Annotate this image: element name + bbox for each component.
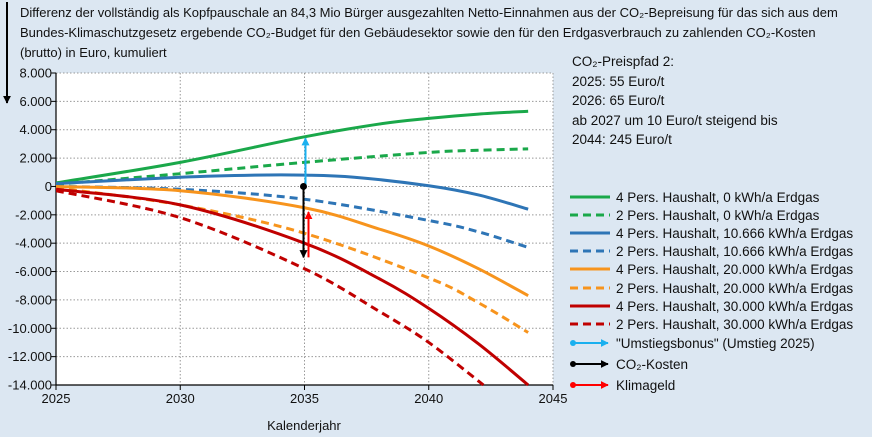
legend-marker <box>570 340 576 346</box>
y-tick-label: -2.000 <box>15 207 52 222</box>
price-path-note: CO₂-Preispfad 2: 2025: 55 Euro/t 2026: 6… <box>572 52 778 150</box>
legend-label: 2 Pers. Haushalt, 20.000 kWh/a Erdgas <box>616 281 853 296</box>
y-tick-label: -12.000 <box>8 349 52 364</box>
legend-marker <box>570 361 576 367</box>
legend-marker <box>570 382 576 388</box>
y-tick-label: -14.000 <box>8 378 52 393</box>
legend-label: CO₂-Kosten <box>616 357 688 372</box>
series-line <box>56 173 529 211</box>
price-path-line: 2026: 65 Euro/t <box>572 93 665 108</box>
x-tick-label: 2025 <box>42 391 71 406</box>
y-tick-label: -4.000 <box>15 236 52 251</box>
legend-label: 2 Pers. Haushalt, 30.000 kWh/a Erdgas <box>616 317 853 332</box>
y-tick-label: 0 <box>45 179 52 194</box>
price-path-line: ab 2027 um 10 Euro/t steigend bis <box>572 112 778 128</box>
chart-title: Differenz der vollständig als Kopfpausch… <box>20 5 838 60</box>
legend-label: 2 Pers. Haushalt, 10.666 kWh/a Erdgas <box>616 244 853 259</box>
y-tick-label: -8.000 <box>15 292 52 307</box>
x-tick-label: 2035 <box>290 391 319 406</box>
series-line <box>56 189 485 387</box>
y-tick-label: 2.000 <box>19 151 52 166</box>
legend-label: 4 Pers. Haushalt, 20.000 kWh/a Erdgas <box>616 262 853 277</box>
x-tick-label: 2040 <box>414 391 443 406</box>
series-line <box>56 109 529 185</box>
legend-label: 2 Pers. Haushalt, 0 kWh/a Erdgas <box>616 208 820 223</box>
x-tick-label: 2045 <box>539 391 568 406</box>
y-tick-label: 4.000 <box>19 122 52 137</box>
series-line <box>56 187 530 387</box>
legend-label: 4 Pers. Haushalt, 10.666 kWh/a Erdgas <box>616 226 853 241</box>
legend-label: "Umstiegsbonus" (Umstieg 2025) <box>616 336 815 351</box>
x-axis-label: Kalenderjahr <box>267 418 341 433</box>
series-line <box>56 184 529 297</box>
y-tick-label: -10.000 <box>8 321 52 336</box>
series-line <box>56 147 529 186</box>
x-tick-label: 2030 <box>166 391 195 406</box>
legend-label: 4 Pers. Haushalt, 30.000 kWh/a Erdgas <box>616 299 853 314</box>
price-path-line: 2025: 55 Euro/t <box>572 73 665 89</box>
price-path-line: CO₂-Preispfad 2: <box>572 54 675 69</box>
legend-label: 4 Pers. Haushalt, 0 kWh/a Erdgas <box>616 190 820 205</box>
price-path-line: 2044: 245 Euro/t <box>572 132 672 147</box>
legend-label: Klimageld <box>616 378 675 393</box>
co2-kosten-marker <box>300 182 307 190</box>
y-tick-label: -6.000 <box>15 264 52 279</box>
y-tick-label: 8.000 <box>19 66 52 81</box>
y-tick-label: 6.000 <box>19 94 52 109</box>
